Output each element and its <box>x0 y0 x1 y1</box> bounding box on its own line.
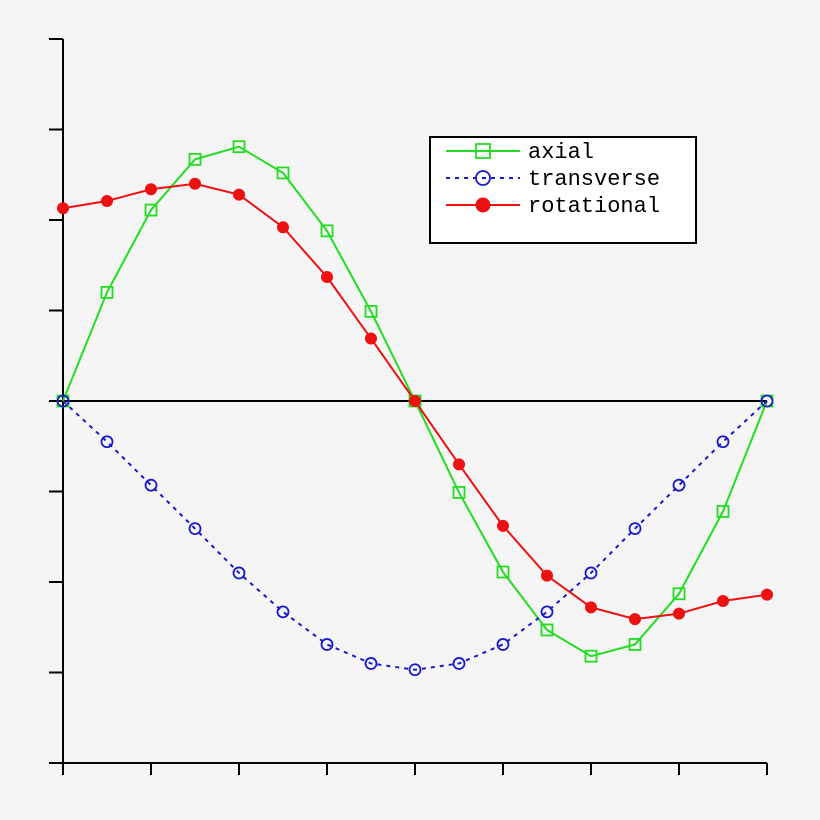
marker <box>672 478 686 492</box>
marker <box>540 623 554 637</box>
marker <box>364 657 378 670</box>
marker <box>276 605 290 619</box>
marker <box>101 194 113 207</box>
marker <box>321 271 333 284</box>
marker <box>100 435 114 449</box>
marker <box>716 505 730 518</box>
legend-label: transverse <box>528 167 660 192</box>
marker <box>408 663 422 677</box>
marker <box>409 395 421 407</box>
marker <box>453 458 465 471</box>
series-line <box>62 400 768 671</box>
marker <box>628 522 642 536</box>
marker <box>277 221 289 234</box>
marker <box>541 569 553 582</box>
marker <box>364 305 378 318</box>
marker <box>188 522 202 536</box>
marker <box>628 638 642 651</box>
marker <box>233 188 245 201</box>
marker <box>585 601 597 614</box>
marker <box>320 224 334 238</box>
marker <box>189 177 201 190</box>
marker <box>320 638 334 651</box>
marker <box>232 140 246 154</box>
legend-marker <box>475 170 491 186</box>
marker <box>497 519 509 532</box>
marker <box>673 607 685 620</box>
marker <box>629 613 641 626</box>
marker <box>56 394 70 408</box>
legend-label: rotational <box>528 194 660 219</box>
marker <box>716 435 730 449</box>
marker <box>365 332 377 345</box>
marker <box>540 605 554 619</box>
marker <box>145 183 157 196</box>
marker <box>452 657 466 670</box>
marker <box>584 649 598 663</box>
legend-label: axial <box>528 140 594 165</box>
marker <box>496 565 510 579</box>
marker <box>276 166 290 180</box>
marker <box>232 566 246 580</box>
marker <box>452 486 466 499</box>
marker <box>57 202 69 215</box>
marker <box>760 394 774 408</box>
legend-marker <box>475 143 491 159</box>
marker <box>100 285 114 299</box>
marker <box>496 638 510 651</box>
marker <box>188 152 202 166</box>
legend-box <box>429 136 697 244</box>
marker <box>144 478 158 492</box>
marker <box>761 588 773 601</box>
marker <box>144 203 158 217</box>
marker <box>672 587 686 601</box>
legend-marker <box>475 197 491 213</box>
marker <box>717 595 729 608</box>
marker <box>584 566 598 580</box>
